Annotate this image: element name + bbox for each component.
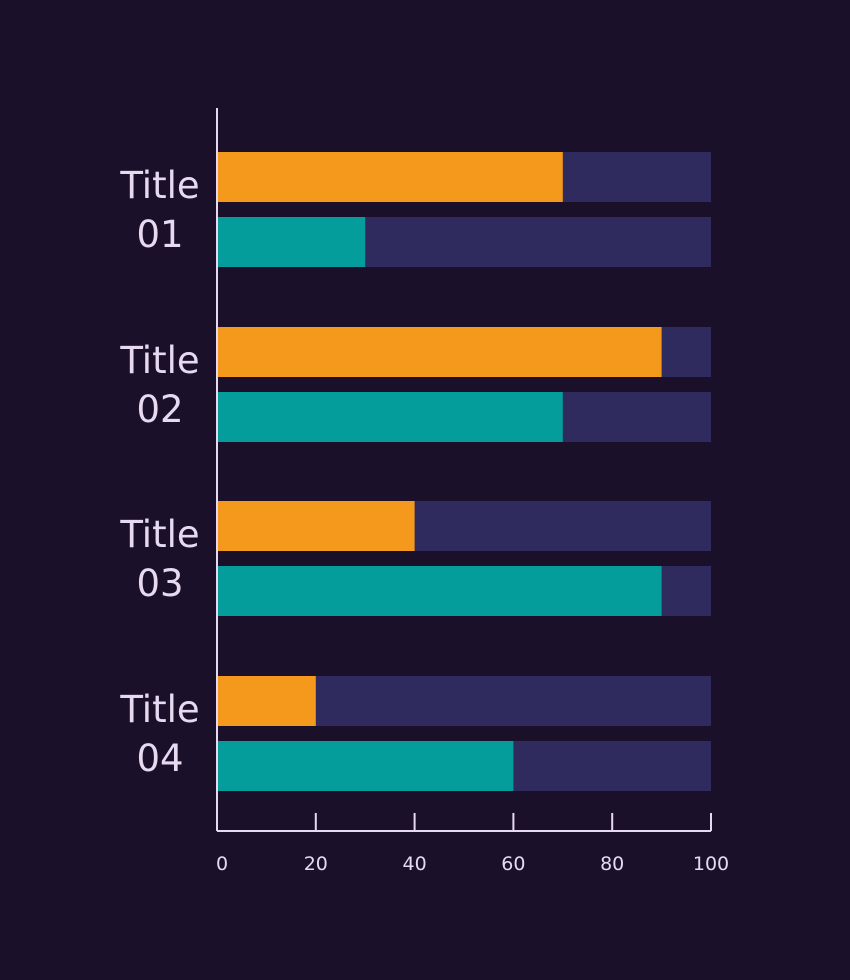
- category-label-title: Title: [120, 163, 200, 207]
- x-tick-label: 0: [216, 853, 228, 875]
- bar-series-b: [217, 741, 514, 791]
- bar-series-a: [217, 152, 563, 202]
- category-label-number: 01: [136, 212, 184, 256]
- bar-series-a: [217, 501, 415, 551]
- bar-series-b: [217, 217, 366, 267]
- category-label-number: 03: [136, 561, 184, 605]
- category-label-title: Title: [120, 512, 200, 556]
- bar-series-a: [217, 327, 662, 377]
- category-label: Title 03: [90, 510, 230, 608]
- bar-series-b: [217, 566, 662, 616]
- x-tick-label: 80: [600, 853, 624, 875]
- x-tick-label: 60: [501, 853, 525, 875]
- category-label-title: Title: [120, 338, 200, 382]
- category-label-title: Title: [120, 687, 200, 731]
- category-label: Title 01: [90, 161, 230, 259]
- x-tick-label: 20: [304, 853, 328, 875]
- bar-series-b: [217, 392, 563, 442]
- category-label: Title 02: [90, 336, 230, 434]
- x-tick-label: 100: [693, 853, 729, 875]
- x-tick-label: 40: [403, 853, 427, 875]
- category-label-number: 02: [136, 387, 184, 431]
- category-label: Title 04: [90, 685, 230, 783]
- bar-series-a: [217, 676, 316, 726]
- category-label-number: 04: [136, 736, 184, 780]
